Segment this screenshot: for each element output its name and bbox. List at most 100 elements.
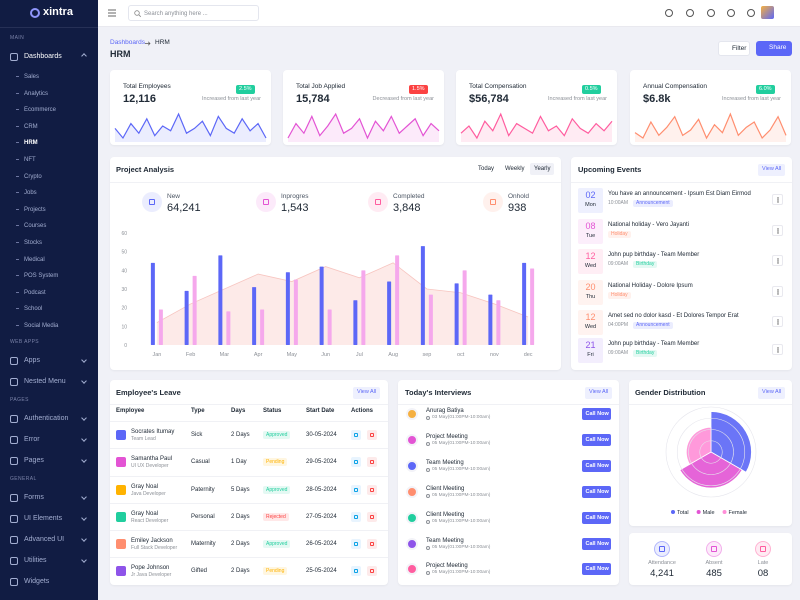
menu-item[interactable]: Error (24, 436, 40, 443)
metric-icon (142, 192, 162, 212)
view-all-button[interactable]: View All (353, 387, 381, 399)
header-icon[interactable] (747, 9, 755, 17)
view-all-button[interactable]: View All (585, 387, 613, 399)
search-box[interactable]: Search anything here ... (128, 5, 259, 21)
event-tag: Announcement (633, 200, 673, 207)
polar-chart: Total Male Female (665, 406, 757, 516)
header-icon[interactable] (707, 9, 715, 17)
menu-item[interactable]: Dashboards (24, 53, 62, 60)
edit-button[interactable] (351, 485, 361, 495)
menu-item[interactable]: Authentication (24, 415, 69, 422)
tab[interactable]: Yearly (530, 163, 555, 175)
filter-button[interactable]: Filter (718, 41, 750, 56)
submenu-item[interactable]: Crypto (24, 173, 42, 180)
submenu-item[interactable]: Projects (24, 206, 46, 213)
submenu-item[interactable]: Analytics (24, 90, 49, 97)
event-time: 10:00AM (608, 200, 629, 206)
event-tag: Holiday (608, 292, 631, 299)
interview-title: Project Meeting (426, 434, 468, 440)
submenu-item[interactable]: Social Media (24, 323, 59, 329)
call-button[interactable]: Call Now (582, 563, 611, 575)
header-icon[interactable] (686, 9, 694, 17)
bar (327, 309, 332, 345)
breadcrumb-link[interactable]: Dashboards (110, 39, 146, 46)
employee-role: Full Stack Developer (131, 545, 178, 551)
delete-button[interactable] (367, 430, 377, 440)
delete-button[interactable] (367, 566, 377, 576)
bar (293, 279, 298, 345)
menu-item[interactable]: Nested Menu (24, 378, 66, 385)
search-icon (134, 10, 142, 18)
call-button[interactable]: Call Now (582, 460, 611, 472)
card-title: Gender Distribution (635, 388, 706, 397)
event-day: 21 (585, 340, 596, 350)
call-button[interactable]: Call Now (582, 512, 611, 524)
sparkline-line (634, 112, 787, 140)
leave-status: Rejected (263, 513, 289, 521)
call-button[interactable]: Call Now (582, 434, 611, 446)
share-button[interactable]: Share (756, 41, 792, 56)
more-button[interactable] (772, 255, 783, 266)
menu-item[interactable]: Forms (24, 494, 44, 501)
menu-item[interactable]: UI Elements (24, 515, 63, 522)
more-button[interactable] (772, 316, 783, 327)
menu-item[interactable]: Utilities (24, 557, 47, 564)
header-icon[interactable] (665, 9, 673, 17)
delete-button[interactable] (367, 457, 377, 467)
submenu-item[interactable]: School (24, 306, 43, 313)
x-tick-label: Jan (152, 352, 161, 358)
submenu-item[interactable]: CRM (24, 123, 38, 130)
x-tick-label: nov (490, 352, 499, 358)
delete-icon (370, 542, 374, 546)
delete-button[interactable] (367, 512, 377, 522)
delete-button[interactable] (367, 485, 377, 495)
clock-icon (426, 468, 430, 472)
menu-item[interactable]: Pages (24, 457, 44, 464)
edit-button[interactable] (351, 457, 361, 467)
x-tick-label: Jun (321, 352, 330, 358)
submenu-item[interactable]: Medical (24, 256, 45, 263)
edit-button[interactable] (351, 539, 361, 549)
view-all-button[interactable]: View All (758, 164, 786, 176)
view-all-button[interactable]: View All (758, 387, 786, 399)
event-date: 21 Fri (578, 338, 603, 363)
menu-item[interactable]: Advanced UI (24, 536, 65, 543)
sparkline-line (460, 112, 613, 140)
menu-item[interactable]: Apps (24, 357, 40, 364)
menu-icon (10, 578, 18, 586)
call-button[interactable]: Call Now (582, 408, 611, 420)
more-button[interactable] (772, 344, 783, 355)
event-weekday: Fri (587, 352, 594, 358)
dot (777, 323, 779, 325)
stat-title: Total Compensation (469, 83, 527, 90)
edit-button[interactable] (351, 512, 361, 522)
avatar[interactable] (761, 6, 774, 19)
menu-item[interactable]: Widgets (24, 578, 50, 585)
metric-icon-glyph (149, 199, 155, 205)
submenu-item[interactable]: Courses (24, 223, 47, 230)
tab[interactable]: Weekly (505, 166, 525, 172)
edit-button[interactable] (351, 430, 361, 440)
submenu-item[interactable]: POS System (24, 273, 59, 280)
dot (777, 258, 779, 260)
more-button[interactable] (772, 194, 783, 205)
submenu-item[interactable]: Stocks (24, 240, 43, 246)
call-button[interactable]: Call Now (582, 486, 611, 498)
column-header: Actions (351, 408, 374, 414)
header-icon[interactable] (727, 9, 735, 17)
edit-button[interactable] (351, 566, 361, 576)
submenu-item[interactable]: NFT (24, 157, 36, 163)
stat-card: Total Compensation $56,784 0.5% Increased f… (456, 70, 617, 145)
submenu-item[interactable]: Podcast (24, 289, 46, 296)
more-button[interactable] (772, 225, 783, 236)
submenu-item[interactable]: HRM (24, 140, 38, 147)
metric-value: 3,848 (393, 202, 421, 214)
submenu-item[interactable]: Jobs (24, 190, 37, 197)
bar (158, 309, 163, 345)
submenu-item[interactable]: Sales (24, 74, 40, 80)
call-button[interactable]: Call Now (582, 538, 611, 550)
tab[interactable]: Today (478, 166, 495, 172)
submenu-item[interactable]: Ecommerce (24, 107, 57, 114)
delete-button[interactable] (367, 539, 377, 549)
more-button[interactable] (772, 286, 783, 297)
